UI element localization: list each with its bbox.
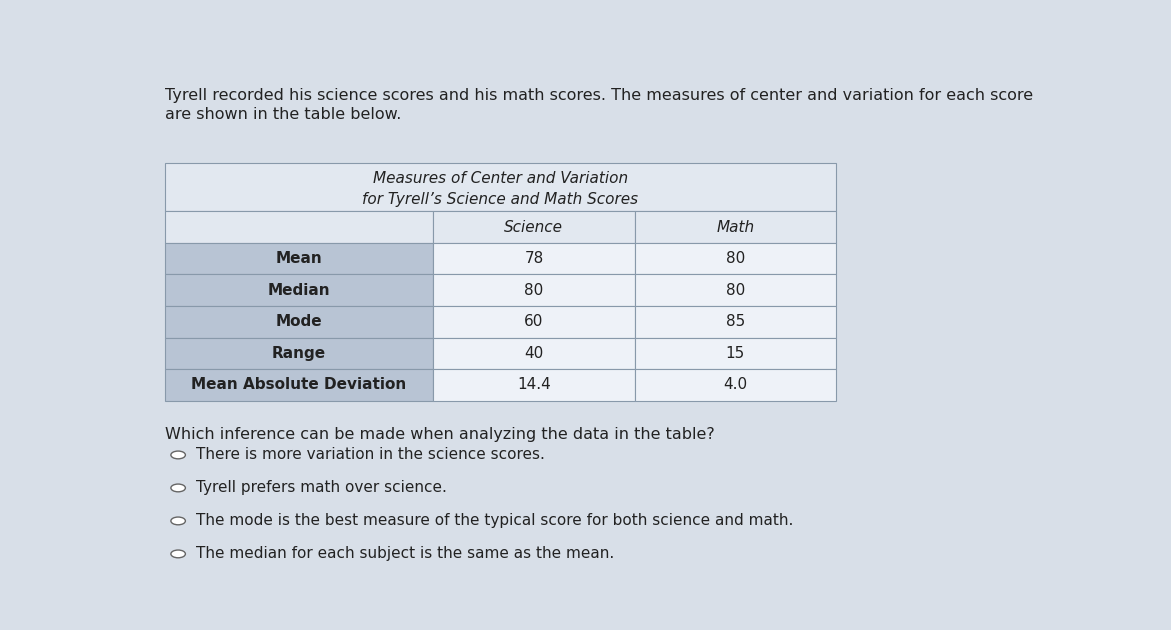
FancyBboxPatch shape (164, 369, 433, 401)
FancyBboxPatch shape (635, 338, 836, 369)
Circle shape (171, 484, 185, 492)
Text: There is more variation in the science scores.: There is more variation in the science s… (197, 447, 546, 462)
Text: 85: 85 (726, 314, 745, 329)
Circle shape (171, 451, 185, 459)
Text: 14.4: 14.4 (518, 377, 550, 392)
Text: Tyrell recorded his science scores and his math scores. The measures of center a: Tyrell recorded his science scores and h… (164, 88, 1033, 103)
FancyBboxPatch shape (164, 306, 433, 338)
Text: The mode is the best measure of the typical score for both science and math.: The mode is the best measure of the typi… (197, 513, 794, 529)
Text: The median for each subject is the same as the mean.: The median for each subject is the same … (197, 546, 615, 561)
FancyBboxPatch shape (433, 338, 635, 369)
Text: 60: 60 (525, 314, 543, 329)
FancyBboxPatch shape (164, 275, 433, 306)
FancyBboxPatch shape (164, 212, 433, 243)
Text: are shown in the table below.: are shown in the table below. (164, 107, 400, 122)
Text: Median: Median (267, 283, 330, 298)
FancyBboxPatch shape (164, 163, 836, 212)
FancyBboxPatch shape (433, 212, 635, 243)
Circle shape (171, 517, 185, 525)
Text: Mean Absolute Deviation: Mean Absolute Deviation (191, 377, 406, 392)
Text: 15: 15 (726, 346, 745, 361)
Text: Which inference can be made when analyzing the data in the table?: Which inference can be made when analyzi… (164, 427, 714, 442)
FancyBboxPatch shape (164, 243, 433, 275)
FancyBboxPatch shape (433, 306, 635, 338)
FancyBboxPatch shape (635, 369, 836, 401)
Text: 80: 80 (726, 283, 745, 298)
Circle shape (171, 550, 185, 558)
Text: for Tyrell’s Science and Math Scores: for Tyrell’s Science and Math Scores (362, 192, 638, 207)
FancyBboxPatch shape (635, 306, 836, 338)
Text: Mode: Mode (275, 314, 322, 329)
FancyBboxPatch shape (635, 243, 836, 275)
FancyBboxPatch shape (433, 243, 635, 275)
Text: 80: 80 (525, 283, 543, 298)
Text: Tyrell prefers math over science.: Tyrell prefers math over science. (197, 481, 447, 495)
Text: Measures of Center and Variation: Measures of Center and Variation (372, 171, 628, 186)
Text: Math: Math (717, 220, 754, 235)
Text: Range: Range (272, 346, 326, 361)
Text: Science: Science (505, 220, 563, 235)
Text: 78: 78 (525, 251, 543, 266)
Text: 4.0: 4.0 (724, 377, 747, 392)
FancyBboxPatch shape (433, 369, 635, 401)
Text: Mean: Mean (275, 251, 322, 266)
FancyBboxPatch shape (635, 275, 836, 306)
FancyBboxPatch shape (164, 338, 433, 369)
FancyBboxPatch shape (635, 212, 836, 243)
Text: 80: 80 (726, 251, 745, 266)
FancyBboxPatch shape (433, 275, 635, 306)
Text: 40: 40 (525, 346, 543, 361)
